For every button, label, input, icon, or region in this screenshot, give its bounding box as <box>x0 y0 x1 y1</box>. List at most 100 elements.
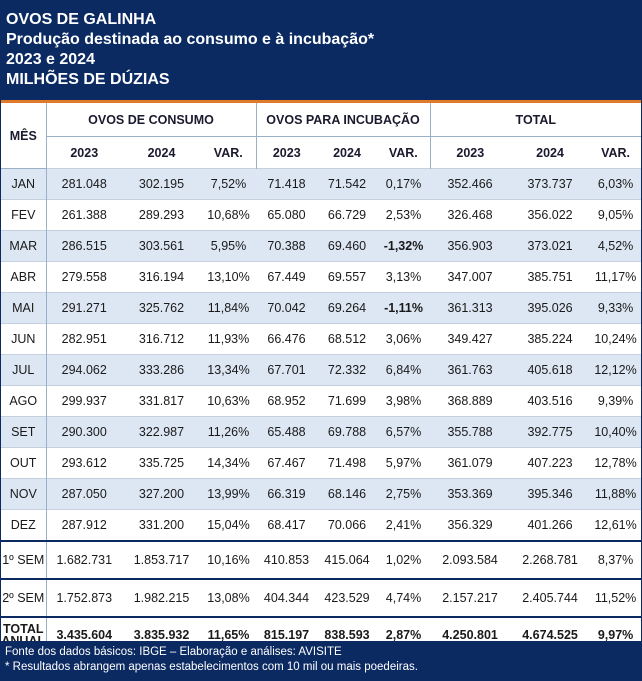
value-cell: 373.737 <box>510 168 591 200</box>
value-cell: 361.763 <box>430 354 511 386</box>
var-cell: 9,05% <box>590 199 642 231</box>
value-cell: 1.752.873 <box>46 579 122 618</box>
var-cell: 6,57% <box>377 416 431 448</box>
var-cell: 5,95% <box>201 230 257 262</box>
table-footer: Fonte dos dados básicos: IBGE – Elaboraç… <box>1 641 641 681</box>
var-cell: 1,02% <box>377 540 431 580</box>
var-cell: 10,68% <box>201 199 257 231</box>
value-cell: 69.264 <box>317 292 378 324</box>
value-cell: 68.146 <box>317 478 378 510</box>
value-cell: 361.079 <box>430 447 511 479</box>
value-cell: 1.853.717 <box>122 540 201 580</box>
var-cell: 11,26% <box>201 416 257 448</box>
value-cell: 294.062 <box>46 354 122 386</box>
table-row: JAN 281.048 302.195 7,52% 71.418 71.542 … <box>1 168 642 200</box>
col-header-2023: 2023 <box>255 136 318 169</box>
value-cell: 282.951 <box>46 323 122 355</box>
table-row: NOV 287.050 327.200 13,99% 66.319 68.146… <box>1 478 642 510</box>
var-cell: 6,84% <box>377 354 431 386</box>
value-cell: 66.319 <box>256 478 318 510</box>
value-cell: 287.050 <box>46 478 122 510</box>
col-group-total: TOTAL <box>429 103 642 137</box>
var-cell: 4,52% <box>590 230 642 262</box>
month-cell: AGO <box>1 385 47 417</box>
col-header-2024: 2024 <box>510 136 591 169</box>
value-cell: 331.200 <box>122 509 201 541</box>
var-cell: 15,04% <box>201 509 257 541</box>
value-cell: 293.612 <box>46 447 122 479</box>
value-cell: 404.344 <box>256 579 318 618</box>
value-cell: 326.468 <box>430 199 511 231</box>
month-cell: MAR <box>1 230 47 262</box>
value-cell: 286.515 <box>46 230 122 262</box>
value-cell: 69.557 <box>317 261 378 293</box>
table-row: JUN 282.951 316.712 11,93% 66.476 68.512… <box>1 323 642 355</box>
value-cell: 322.987 <box>122 416 201 448</box>
value-cell: 333.286 <box>122 354 201 386</box>
table-row: OUT 293.612 335.725 14,34% 67.467 71.498… <box>1 447 642 479</box>
value-cell: 71.699 <box>317 385 378 417</box>
var-cell-negative: -1,11% <box>377 292 431 324</box>
var-cell: 0,17% <box>377 168 431 200</box>
var-cell: 6,03% <box>590 168 642 200</box>
value-cell: 356.903 <box>430 230 511 262</box>
month-cell: ABR <box>1 261 47 293</box>
value-cell: 66.476 <box>256 323 318 355</box>
value-cell: 71.498 <box>317 447 378 479</box>
value-cell: 405.618 <box>510 354 591 386</box>
value-cell: 1.682.731 <box>46 540 122 580</box>
footnote: * Resultados abrangem apenas estabelecim… <box>5 661 418 673</box>
col-header-2023: 2023 <box>429 136 511 169</box>
value-cell: 385.224 <box>510 323 591 355</box>
var-cell: 10,16% <box>201 540 257 580</box>
table-row: AGO 299.937 331.817 10,63% 68.952 71.699… <box>1 385 642 417</box>
value-cell: 327.200 <box>122 478 201 510</box>
col-header-var: VAR. <box>201 136 257 169</box>
var-cell: 10,40% <box>590 416 642 448</box>
table-subtitle: Produção destinada ao consumo e à incuba… <box>6 31 375 48</box>
month-cell: OUT <box>1 447 47 479</box>
value-cell: 291.271 <box>46 292 122 324</box>
var-cell: 10,24% <box>590 323 642 355</box>
month-cell: MAI <box>1 292 47 324</box>
col-group-consumo: OVOS DE CONSUMO <box>46 103 257 137</box>
table-row: MAR 286.515 303.561 5,95% 70.388 69.460 … <box>1 230 642 262</box>
semester-label: 2º SEM <box>1 579 47 618</box>
month-cell: JUL <box>1 354 47 386</box>
semester-row-1: 1º SEM 1.682.731 1.853.717 10,16% 410.85… <box>1 540 642 580</box>
var-cell: 3,06% <box>377 323 431 355</box>
value-cell: 407.223 <box>510 447 591 479</box>
value-cell: 355.788 <box>430 416 511 448</box>
var-cell: 9,33% <box>590 292 642 324</box>
value-cell: 66.729 <box>317 199 378 231</box>
value-cell: 72.332 <box>317 354 378 386</box>
value-cell: 316.712 <box>122 323 201 355</box>
value-cell: 68.952 <box>256 385 318 417</box>
month-cell: DEZ <box>1 509 47 541</box>
value-cell: 352.466 <box>430 168 511 200</box>
month-cell: NOV <box>1 478 47 510</box>
value-cell: 71.418 <box>256 168 318 200</box>
var-cell: 13,34% <box>201 354 257 386</box>
col-header-month: MÊS <box>1 103 47 169</box>
var-cell: 11,84% <box>201 292 257 324</box>
value-cell: 361.313 <box>430 292 511 324</box>
value-cell: 335.725 <box>122 447 201 479</box>
value-cell: 331.817 <box>122 385 201 417</box>
value-cell: 67.467 <box>256 447 318 479</box>
var-cell: 12,61% <box>590 509 642 541</box>
value-cell: 401.266 <box>510 509 591 541</box>
value-cell: 356.022 <box>510 199 591 231</box>
col-group-incubacao: OVOS PARA INCUBAÇÃO <box>255 103 431 137</box>
month-cell: FEV <box>1 199 47 231</box>
var-cell: 11,93% <box>201 323 257 355</box>
value-cell: 68.417 <box>256 509 318 541</box>
var-cell: 2,53% <box>377 199 431 231</box>
source-note: Fonte dos dados básicos: IBGE – Elaboraç… <box>5 646 342 658</box>
col-header-2024: 2024 <box>317 136 378 169</box>
month-cell: SET <box>1 416 47 448</box>
var-cell: 13,10% <box>201 261 257 293</box>
table-row: DEZ 287.912 331.200 15,04% 68.417 70.066… <box>1 509 642 541</box>
value-cell: 356.329 <box>430 509 511 541</box>
